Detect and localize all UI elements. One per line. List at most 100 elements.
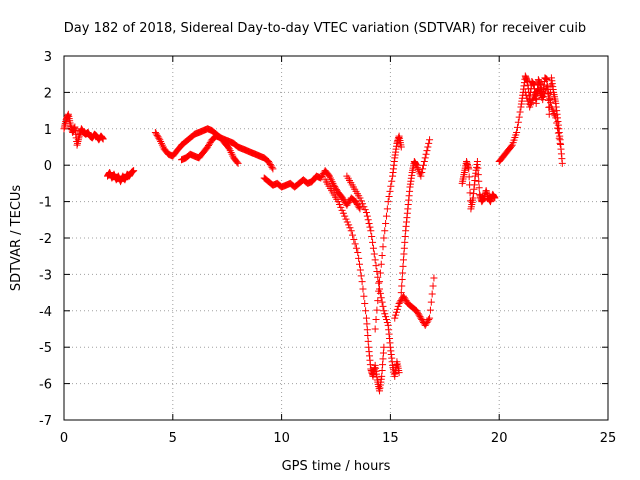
data-point — [332, 186, 340, 194]
data-point — [268, 163, 276, 171]
data-point — [383, 318, 391, 326]
series-segment-13 — [521, 81, 564, 147]
data-point — [329, 179, 337, 187]
data-point — [154, 133, 162, 141]
data-point — [383, 205, 391, 213]
data-point — [355, 254, 363, 262]
data-point — [507, 142, 515, 150]
data-point — [204, 142, 212, 150]
data-point — [205, 140, 213, 148]
data-point — [430, 274, 438, 282]
data-point — [361, 206, 369, 214]
data-point — [380, 343, 388, 351]
x-tick-label: 10 — [273, 431, 290, 446]
data-point — [425, 316, 433, 324]
data-point — [398, 275, 406, 283]
data-points — [60, 72, 566, 395]
data-point — [371, 256, 379, 264]
data-point — [418, 316, 426, 324]
data-point — [326, 174, 334, 182]
data-point — [374, 297, 382, 305]
data-point — [398, 282, 406, 290]
data-point — [130, 167, 138, 175]
data-point — [356, 266, 364, 274]
data-point — [413, 308, 421, 316]
data-point — [382, 212, 390, 220]
series-segment-5 — [260, 167, 364, 213]
data-point — [341, 212, 349, 220]
data-point — [393, 305, 401, 313]
data-point — [401, 295, 409, 303]
data-point — [370, 250, 378, 258]
data-point — [544, 85, 552, 93]
series-segment-9 — [391, 274, 438, 329]
data-point — [375, 279, 383, 287]
data-point — [514, 118, 522, 126]
data-point — [554, 124, 562, 132]
data-point — [377, 260, 385, 268]
series-segment-3 — [151, 125, 277, 173]
data-point — [204, 143, 212, 151]
data-point — [369, 244, 377, 252]
data-point — [363, 212, 371, 220]
data-point — [371, 325, 379, 333]
data-point — [530, 92, 538, 100]
data-point — [392, 311, 400, 319]
data-point — [157, 138, 165, 146]
data-point — [99, 135, 107, 143]
data-point — [381, 310, 389, 318]
data-point — [356, 260, 364, 268]
data-point — [396, 298, 404, 306]
data-point — [342, 215, 350, 223]
data-point — [373, 306, 381, 314]
data-point — [355, 203, 363, 211]
data-point — [429, 282, 437, 290]
data-point — [556, 139, 564, 147]
data-point — [345, 221, 353, 229]
y-tick-label: -6 — [39, 378, 52, 393]
data-point — [426, 314, 434, 322]
data-point — [524, 97, 532, 105]
data-point — [345, 198, 353, 206]
data-point — [473, 158, 481, 166]
data-point — [522, 91, 530, 99]
data-point — [354, 249, 362, 257]
data-point — [375, 287, 383, 295]
data-point — [531, 91, 539, 99]
data-point — [394, 302, 402, 310]
y-tick-labels: 3 2 1 0 -1 -2 -3 -4 -5 -6 -7 — [39, 50, 52, 429]
data-point — [423, 147, 431, 155]
series-segment-11 — [458, 158, 499, 213]
data-point — [228, 150, 236, 158]
data-point — [420, 158, 428, 166]
y-tick-label: 1 — [44, 123, 52, 138]
data-point — [382, 313, 390, 321]
data-point — [400, 294, 408, 302]
data-point — [352, 198, 360, 206]
data-point — [356, 194, 364, 202]
data-point — [351, 240, 359, 248]
y-tick-label: -4 — [39, 305, 52, 320]
data-point — [373, 267, 381, 275]
data-point — [327, 176, 335, 184]
data-point — [419, 161, 427, 169]
data-point — [361, 300, 369, 308]
data-point — [267, 162, 275, 170]
data-point — [397, 289, 405, 297]
data-point — [414, 310, 422, 318]
data-point — [379, 302, 387, 310]
data-point — [330, 181, 338, 189]
data-point — [465, 165, 473, 173]
data-point — [417, 172, 425, 180]
data-point — [384, 198, 392, 206]
data-point — [343, 218, 351, 226]
data-point — [357, 197, 365, 205]
data-point — [387, 182, 395, 190]
data-point — [206, 139, 214, 147]
data-point — [346, 224, 354, 232]
data-point — [397, 143, 405, 151]
series-segment-8 — [371, 132, 405, 333]
data-point — [366, 223, 374, 231]
data-point — [545, 110, 553, 118]
data-point — [350, 235, 358, 243]
